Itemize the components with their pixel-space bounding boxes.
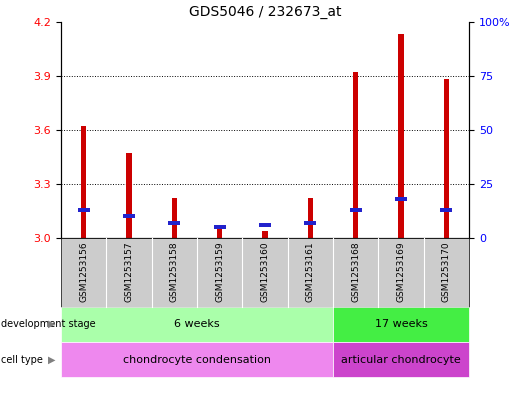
- Text: 17 weeks: 17 weeks: [375, 319, 427, 329]
- Text: GSM1253170: GSM1253170: [442, 242, 451, 303]
- Bar: [353, 72, 358, 238]
- Bar: [217, 225, 223, 238]
- Bar: [350, 208, 361, 211]
- Text: chondrocyte condensation: chondrocyte condensation: [123, 354, 271, 365]
- Text: GSM1253156: GSM1253156: [79, 242, 88, 303]
- Text: GSM1253169: GSM1253169: [396, 242, 405, 303]
- Bar: [304, 221, 316, 224]
- Text: ▶: ▶: [48, 354, 56, 365]
- Bar: [126, 153, 131, 238]
- Text: GSM1253158: GSM1253158: [170, 242, 179, 303]
- Text: GSM1253161: GSM1253161: [306, 242, 315, 303]
- Bar: [262, 231, 268, 238]
- Text: cell type: cell type: [1, 354, 43, 365]
- Text: articular chondrocyte: articular chondrocyte: [341, 354, 461, 365]
- Bar: [77, 208, 90, 211]
- Bar: [395, 197, 407, 201]
- Text: GSM1253160: GSM1253160: [261, 242, 269, 303]
- Bar: [123, 214, 135, 218]
- Text: GSM1253168: GSM1253168: [351, 242, 360, 303]
- Bar: [259, 223, 271, 227]
- Bar: [214, 225, 226, 229]
- Bar: [172, 198, 177, 238]
- Text: development stage: development stage: [1, 319, 96, 329]
- Text: ▶: ▶: [48, 319, 56, 329]
- Title: GDS5046 / 232673_at: GDS5046 / 232673_at: [189, 5, 341, 19]
- Bar: [444, 79, 449, 238]
- Bar: [399, 34, 404, 238]
- Bar: [81, 126, 86, 238]
- Text: GSM1253159: GSM1253159: [215, 242, 224, 303]
- Bar: [169, 221, 180, 224]
- Text: 6 weeks: 6 weeks: [174, 319, 220, 329]
- Bar: [307, 198, 313, 238]
- Text: GSM1253157: GSM1253157: [125, 242, 134, 303]
- Bar: [440, 208, 453, 211]
